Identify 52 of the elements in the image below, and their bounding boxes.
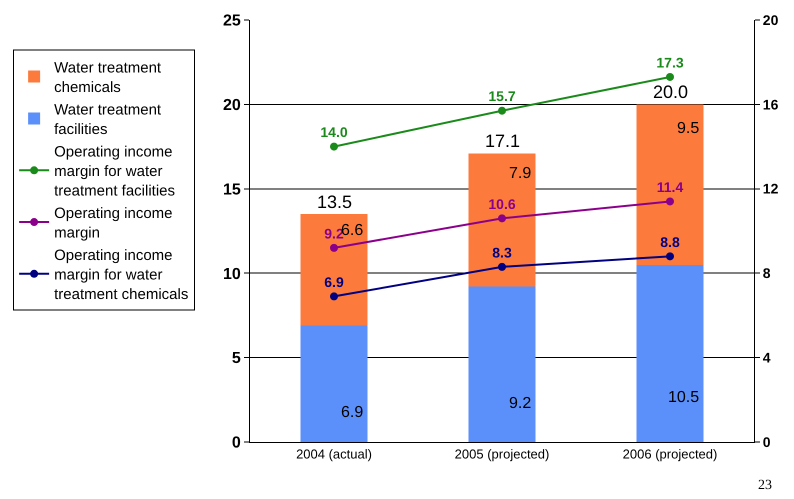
data-label: 14.0 bbox=[320, 124, 348, 140]
y-tick-label: 5 bbox=[232, 350, 241, 368]
legend-label: Water treatment chemicals bbox=[54, 60, 162, 96]
data-label: 17.3 bbox=[656, 54, 684, 70]
data-label: 6.9 bbox=[324, 274, 344, 290]
y2-tick-label: 12 bbox=[762, 180, 779, 197]
point bbox=[330, 292, 338, 300]
bar bbox=[468, 153, 536, 287]
text: 23 bbox=[758, 478, 772, 493]
y2-tick-label: 0 bbox=[762, 434, 771, 450]
total-label: 17.1 bbox=[485, 131, 520, 151]
total-label: 13.5 bbox=[317, 192, 352, 212]
point bbox=[498, 262, 506, 271]
data-label: 9.5 bbox=[677, 120, 700, 137]
y2-tick-label: 20 bbox=[762, 12, 779, 28]
y-tick-label: 20 bbox=[223, 97, 241, 114]
y-tick-label: 0 bbox=[232, 434, 241, 452]
y2-tick-label: 8 bbox=[762, 265, 771, 282]
point bbox=[666, 72, 674, 81]
x-tick-label: 2006 (projected) bbox=[622, 446, 718, 462]
total-label: 20.0 bbox=[653, 82, 688, 102]
point bbox=[330, 142, 338, 151]
data-label: 6.9 bbox=[341, 404, 364, 421]
point bbox=[330, 244, 338, 252]
x-tick-label: 2004 (actual) bbox=[296, 446, 372, 462]
data-label: 15.7 bbox=[488, 88, 516, 104]
data-label: 10.6 bbox=[488, 196, 516, 212]
legend-label: Water treatment facilities bbox=[54, 102, 162, 138]
data-label: 9.2 bbox=[509, 395, 532, 412]
legend-label: Operating income margin bbox=[54, 205, 173, 242]
data-label: 10.5 bbox=[668, 389, 700, 406]
x-tick-label: 2005 (projected) bbox=[454, 446, 550, 462]
point bbox=[666, 252, 674, 260]
data-label: 7.9 bbox=[509, 165, 532, 182]
legend-label: Operating income margin for water treatment chemicals bbox=[54, 247, 188, 304]
data-label: 8.3 bbox=[492, 244, 512, 260]
point bbox=[666, 197, 674, 206]
bar bbox=[636, 264, 704, 442]
data-label: 11.4 bbox=[656, 178, 684, 195]
y-tick-label: 15 bbox=[223, 181, 241, 198]
data-label: 8.8 bbox=[660, 234, 680, 250]
y2-tick-label: 4 bbox=[762, 350, 771, 366]
y2-tick-label: 16 bbox=[762, 96, 779, 112]
bar bbox=[300, 326, 368, 442]
legend-label: Operating income margin for water treatment facilities bbox=[54, 144, 176, 200]
point bbox=[498, 106, 506, 115]
bar bbox=[468, 286, 536, 442]
bar bbox=[300, 214, 368, 326]
point bbox=[498, 214, 506, 222]
bar bbox=[636, 104, 704, 265]
y-tick-label: 10 bbox=[223, 266, 241, 283]
y-tick-label: 25 bbox=[223, 12, 241, 30]
